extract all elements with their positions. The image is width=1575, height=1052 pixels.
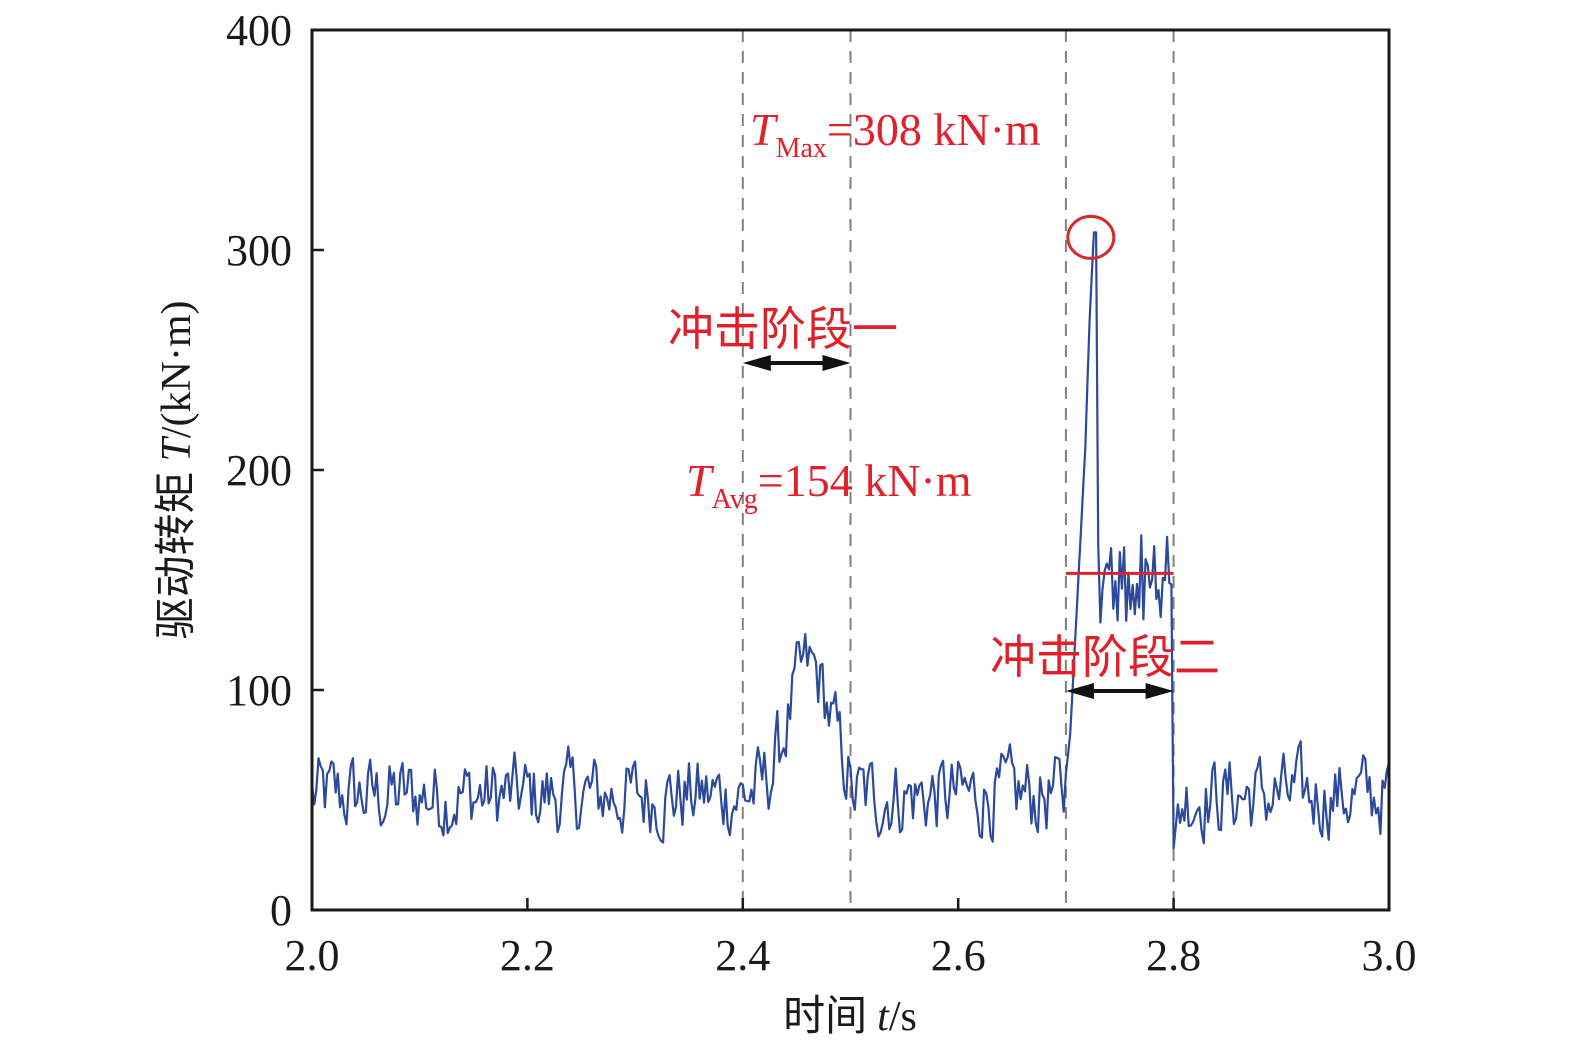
x-axis-title-var: t xyxy=(877,994,890,1040)
tmax-sub: Max xyxy=(776,133,827,164)
y-axis-title: 驱动转矩 T/(kN·m) xyxy=(151,300,200,639)
stage1-double-arrow xyxy=(742,355,851,371)
y-tick-label: 400 xyxy=(226,6,292,55)
arrow-head-left-icon xyxy=(742,355,771,371)
torque-series-line xyxy=(310,231,1391,850)
stage2-double-arrow xyxy=(1065,683,1174,699)
x-axis-ticks: 2.0 2.2 2.4 2.6 2.8 3.0 xyxy=(285,898,1417,980)
arrow-head-left-icon xyxy=(1065,683,1094,699)
x-tick-label: 2.4 xyxy=(715,931,770,980)
x-tick-label: 2.6 xyxy=(931,931,986,980)
tmax-annotation: TMax=308 kN·m xyxy=(750,104,1041,164)
tmax-var: T xyxy=(750,104,779,155)
tavg-value: =154 kN·m xyxy=(758,455,972,506)
stage2-label: 冲击阶段二 xyxy=(990,630,1220,684)
y-tick-label: 300 xyxy=(226,226,292,275)
y-tick-label: 0 xyxy=(270,886,292,935)
x-tick-label: 2.0 xyxy=(285,931,340,980)
tavg-sub: Avg xyxy=(712,484,758,515)
y-tick-label: 200 xyxy=(226,446,292,495)
y-axis-title-unit: /(kN·m) xyxy=(154,300,200,438)
x-axis-title: 时间 t/s xyxy=(783,991,917,1040)
y-axis-title-cn: 驱动转矩 xyxy=(151,471,200,639)
x-axis-title-unit: /s xyxy=(889,994,917,1040)
stage1-label: 冲击阶段一 xyxy=(668,302,898,356)
arrow-head-right-icon xyxy=(1145,683,1174,699)
tmax-value: =308 kN·m xyxy=(827,104,1041,155)
y-tick-label: 100 xyxy=(226,666,292,715)
x-tick-label: 3.0 xyxy=(1362,931,1417,980)
x-tick-label: 2.8 xyxy=(1146,931,1201,980)
tavg-annotation: TAvg=154 kN·m xyxy=(686,455,972,515)
tavg-var: T xyxy=(686,455,715,506)
x-axis-title-cn: 时间 xyxy=(783,991,867,1040)
peak-marker-circle xyxy=(1066,214,1116,260)
x-tick-label: 2.2 xyxy=(500,931,555,980)
y-axis-title-var: T xyxy=(154,435,200,461)
arrow-head-right-icon xyxy=(822,355,851,371)
y-axis-ticks: 0 100 200 300 400 xyxy=(226,6,324,935)
